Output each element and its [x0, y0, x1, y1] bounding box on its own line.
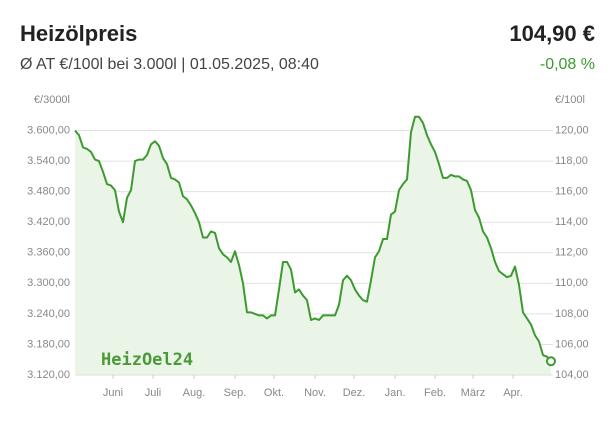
- y-tick-label: 3.480,00: [27, 186, 70, 198]
- end-marker: [546, 356, 556, 367]
- area: [75, 116, 551, 376]
- x-tick-label: Jan.: [385, 387, 406, 399]
- x-tick-label: Juni: [103, 387, 123, 399]
- change: -0,08 %: [540, 56, 595, 73]
- y-axis-label: €/3000l: [34, 94, 70, 106]
- y-tick-label: 3.420,00: [27, 216, 70, 228]
- y-tick-label: 3.540,00: [27, 155, 70, 167]
- y-tick-label: 3.180,00: [27, 338, 70, 350]
- y-tick-label: 3.600,00: [27, 124, 70, 136]
- price: 104,90 €: [509, 21, 595, 46]
- y2-tick-label: 116,00: [555, 186, 588, 198]
- chart-title: Heizölpreis: [20, 21, 137, 46]
- y2-tick-label: 114,00: [555, 216, 588, 228]
- y-tick-label: 3.360,00: [27, 247, 70, 259]
- y2-tick-label: 112,00: [555, 247, 588, 259]
- y2-axis-label: €/100l: [555, 94, 585, 106]
- y2-tick-label: 110,00: [555, 277, 588, 289]
- x-tick-label: Feb.: [424, 387, 446, 399]
- y2-tick-label: 106,00: [555, 338, 589, 350]
- line: [74, 115, 552, 362]
- y2-tick-label: 104,00: [555, 369, 589, 381]
- subtitle: Ø AT €/100l bei 3.000l | 01.05.2025, 08:…: [20, 56, 319, 73]
- x-tick-label: Nov.: [304, 387, 326, 399]
- watermark: HeizOel24: [101, 350, 193, 370]
- x-tick-label: Dez.: [343, 387, 366, 399]
- x-tick-label: März: [461, 387, 485, 399]
- y2-tick-label: 118,00: [555, 155, 588, 167]
- y-tick-label: 3.300,00: [27, 277, 70, 289]
- x-tick-label: Sep.: [224, 387, 247, 399]
- y-tick-label: 3.240,00: [27, 308, 70, 320]
- y2-tick-label: 108,00: [555, 308, 589, 320]
- x-tick-label: Aug.: [183, 387, 206, 399]
- x-tick-label: Okt.: [264, 387, 284, 399]
- y2-tick-label: 120,00: [555, 124, 589, 136]
- x-tick-label: Juli: [145, 387, 162, 399]
- x-tick-label: Apr.: [503, 387, 523, 399]
- y-tick-label: 3.120,00: [27, 369, 70, 381]
